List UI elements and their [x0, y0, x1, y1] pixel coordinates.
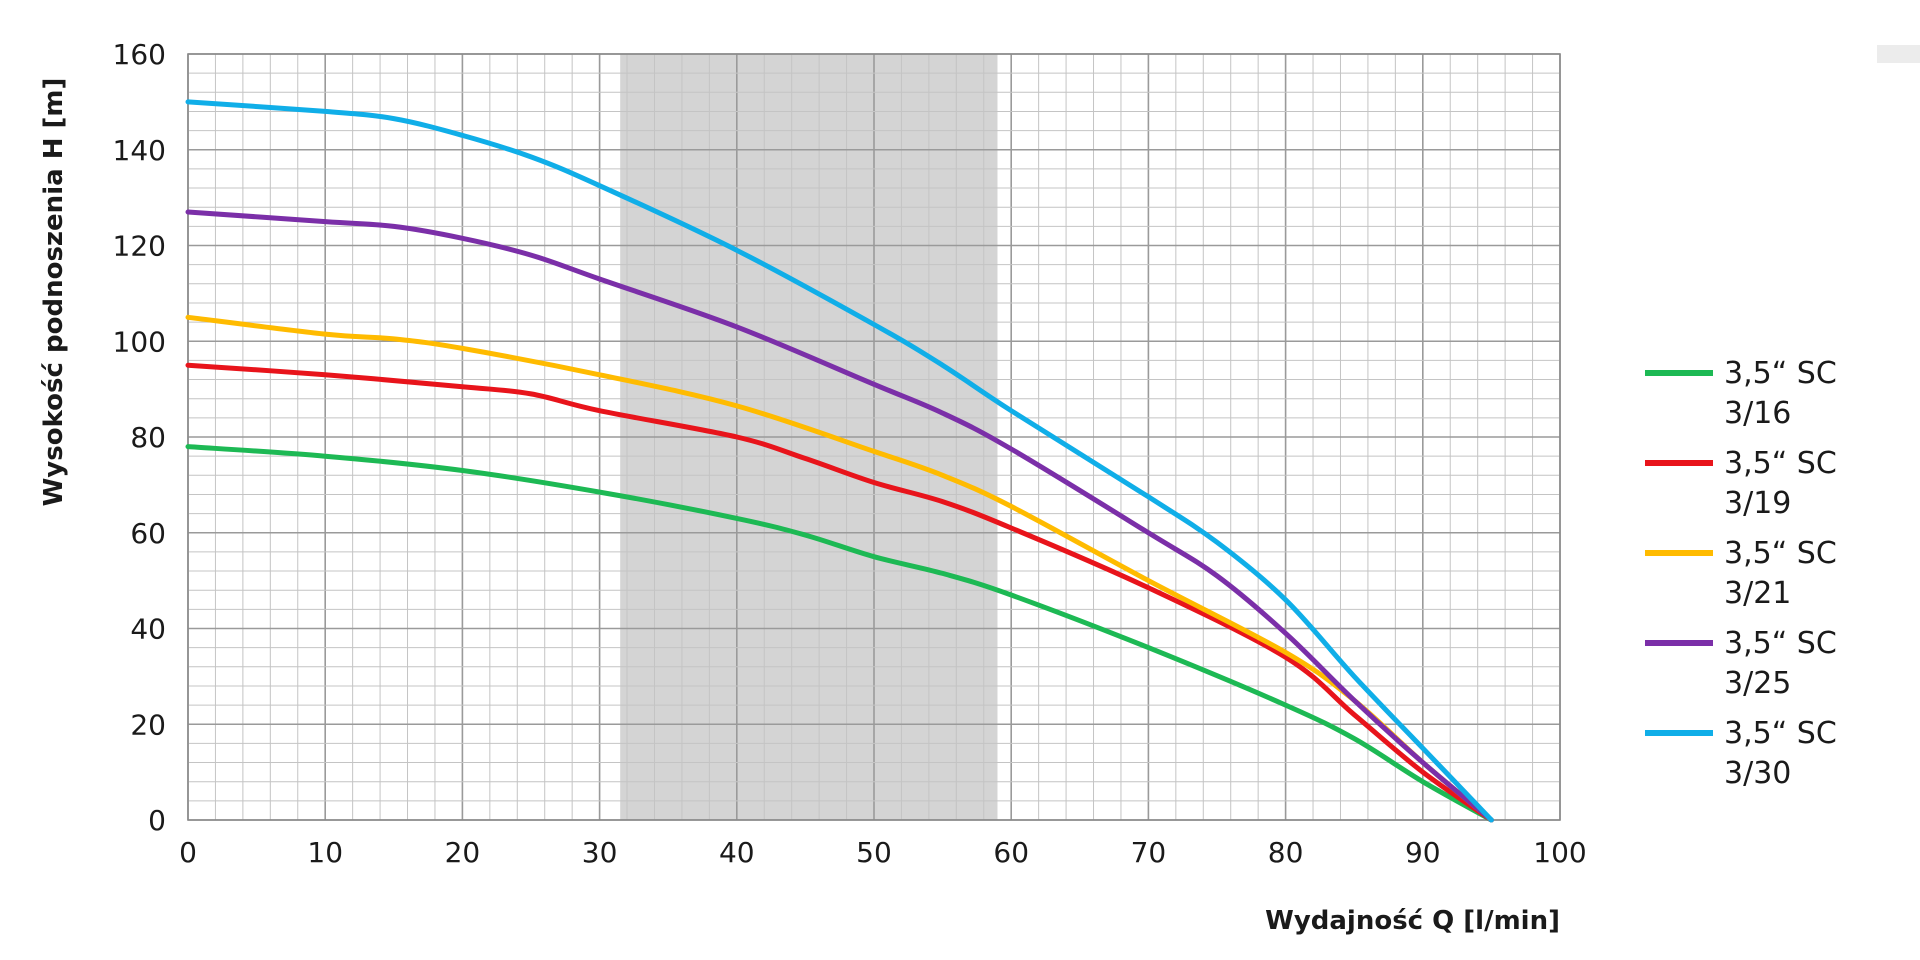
y-tick-label: 60 — [130, 517, 166, 550]
x-tick-label: 20 — [445, 836, 481, 869]
y-tick-label: 140 — [113, 134, 166, 167]
x-tick-label: 30 — [582, 836, 618, 869]
series-line-3-25 — [185, 209, 1494, 823]
series-lines — [185, 99, 1494, 823]
y-tick-label: 100 — [113, 325, 166, 358]
legend-label-line2: 3/16 — [1724, 396, 1791, 431]
x-tick-label: 60 — [993, 836, 1029, 869]
x-tick-label: 40 — [719, 836, 755, 869]
legend-label-line1: 3,5“ SC — [1724, 446, 1837, 481]
y-tick-label: 160 — [113, 38, 166, 71]
plot-frame — [187, 53, 1561, 821]
series-line-3-19 — [185, 362, 1494, 823]
x-tick-label: 100 — [1533, 836, 1586, 869]
x-tick-label: 90 — [1405, 836, 1441, 869]
tick-labels: 0 10 20 30 40 50 60 70 80 90 100 0 20 40 60 80 100 120 140… — [113, 38, 1587, 869]
x-tick-label: 70 — [1131, 836, 1167, 869]
legend-label-line2: 3/25 — [1724, 666, 1791, 701]
y-tick-label: 40 — [130, 613, 166, 646]
x-tick-label: 0 — [179, 836, 197, 869]
legend-label-line2: 3/30 — [1724, 756, 1791, 791]
legend-label-line1: 3,5“ SC — [1724, 716, 1837, 751]
y-tick-label: 20 — [130, 708, 166, 741]
x-tick-label: 10 — [307, 836, 343, 869]
x-tick-label: 80 — [1268, 836, 1304, 869]
y-tick-label: 0 — [148, 804, 166, 837]
x-axis-title: Wydajność Q [l/min] — [1265, 906, 1560, 936]
legend-label-line1: 3,5“ SC — [1724, 536, 1837, 571]
series-line-3-16 — [185, 444, 1494, 823]
y-axis-title: Wysokość podnoszenia H [m] — [39, 78, 69, 507]
legend-label-line2: 3/19 — [1724, 486, 1791, 521]
legend: 3,5“ SC 3/16 3,5“ SC 3/19 3,5“ SC 3/21 3,5“ SC… — [1645, 356, 1837, 791]
grid — [187, 53, 1561, 821]
corner-decoration — [1877, 45, 1920, 63]
legend-label-line2: 3/21 — [1724, 576, 1791, 611]
series-line-3-30 — [185, 99, 1494, 823]
legend-label-line1: 3,5“ SC — [1724, 626, 1837, 661]
y-tick-label: 120 — [113, 230, 166, 263]
y-tick-label: 80 — [130, 421, 166, 454]
legend-label-line1: 3,5“ SC — [1724, 356, 1837, 391]
x-tick-label: 50 — [856, 836, 892, 869]
